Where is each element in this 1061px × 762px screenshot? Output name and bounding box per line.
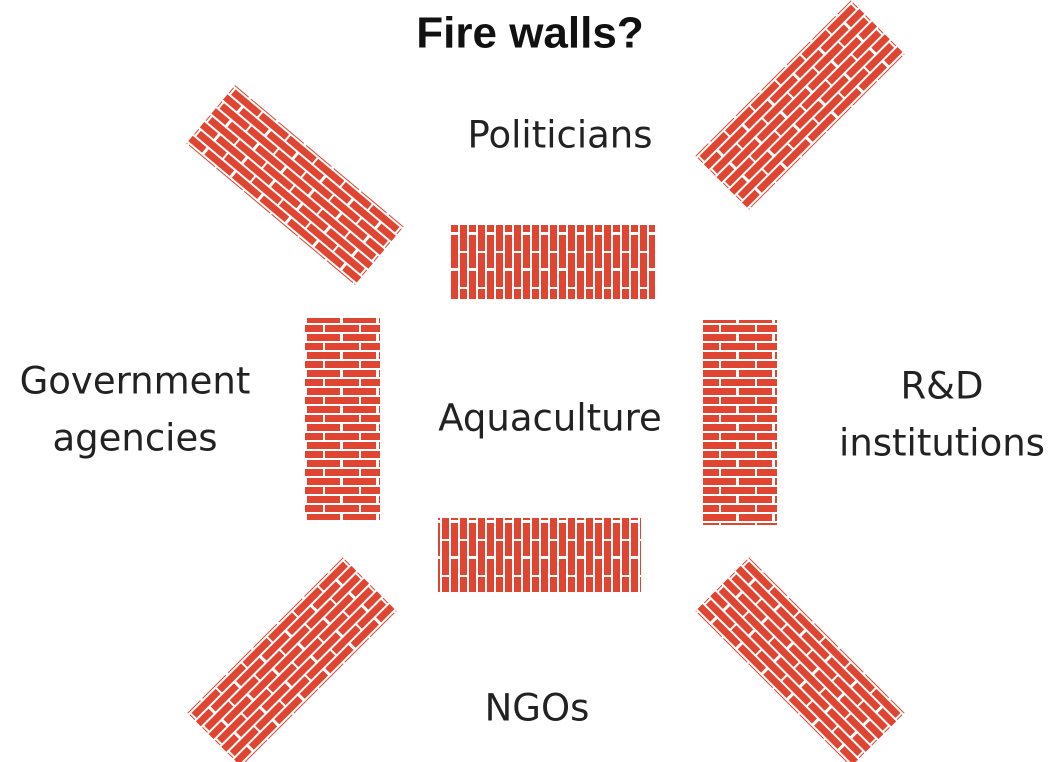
diagram: Fire walls? Politicians Aquaculture Gove…	[0, 0, 1061, 762]
label-left: Government	[20, 360, 251, 403]
label-center: Aquaculture	[438, 397, 661, 440]
label-left: agencies	[52, 417, 217, 460]
wall-bottom-right	[695, 557, 904, 762]
wall-bottom-left	[187, 557, 396, 762]
wall-top-left	[186, 85, 403, 285]
wall-top	[450, 225, 655, 299]
label-right: institutions	[839, 422, 1045, 465]
title: Fire walls?	[416, 9, 643, 58]
wall-top-right	[695, 0, 904, 209]
page: Fire walls? Politicians Aquaculture Gove…	[0, 0, 1061, 762]
wall-bottom	[438, 518, 641, 592]
wall-right	[703, 320, 777, 525]
label-right: R&D	[900, 365, 983, 408]
wall-left	[305, 318, 380, 520]
label-top: Politicians	[468, 114, 653, 157]
label-bottom: NGOs	[485, 687, 590, 730]
